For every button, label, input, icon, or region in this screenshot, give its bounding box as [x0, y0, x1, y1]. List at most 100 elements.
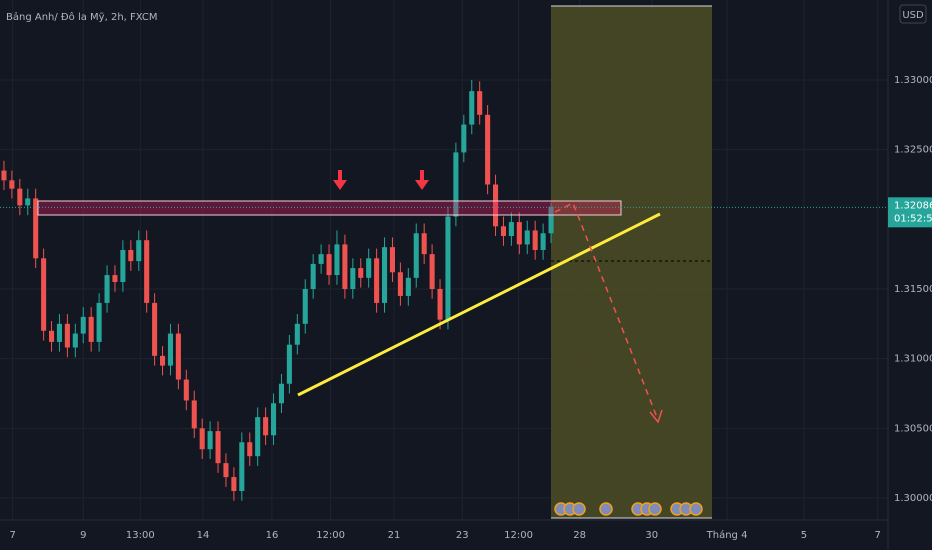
chart-title: Bảng Anh/ Đô la Mỹ, 2h, FXCM: [6, 11, 158, 23]
candle-body: [41, 258, 47, 331]
candle-body: [389, 247, 396, 273]
candle-body: [437, 288, 443, 320]
x-tick-label: 14: [197, 530, 210, 541]
candle-body: [500, 226, 507, 237]
candle-body: [477, 91, 483, 115]
y-tick-label: 1.31000: [894, 354, 932, 365]
candle-body: [215, 431, 221, 464]
event-icons: [554, 502, 703, 516]
candle-body: [120, 249, 126, 283]
x-tick-label: 9: [80, 530, 86, 541]
candle-body: [64, 323, 70, 348]
candle-body: [17, 188, 23, 206]
candle-body: [96, 302, 102, 342]
candle-body: [159, 355, 166, 366]
candle-body: [128, 249, 134, 262]
candle-body: [1, 170, 7, 181]
candle-body: [540, 233, 546, 250]
event-icon: [572, 502, 586, 516]
candle-body: [302, 288, 308, 324]
signal-arrows: [333, 170, 429, 190]
x-tick-label: 7: [9, 530, 15, 541]
x-tick-label: 30: [645, 530, 658, 541]
resistance-zone: [37, 200, 622, 216]
candle-body: [524, 230, 530, 245]
x-tick-label: 21: [388, 530, 401, 541]
candle-body: [207, 431, 213, 450]
candle-body: [278, 383, 285, 404]
arrow-tip: [415, 180, 429, 190]
x-tick-label: 23: [456, 530, 469, 541]
x-tick-label: 13:00: [126, 530, 155, 541]
candle-body: [294, 323, 300, 345]
candle-body: [112, 275, 118, 283]
candle-body: [48, 330, 55, 342]
candle-body: [88, 316, 94, 342]
candle-body: [136, 240, 142, 262]
candle-body: [326, 254, 332, 276]
arrow-shaft: [420, 170, 424, 182]
candle-body: [255, 417, 261, 457]
candle-body: [152, 302, 158, 356]
candle-body: [223, 463, 229, 478]
overlay: 1.30000 1.30500 1.31000 1.31500 1.32500 1.330…: [0, 75, 932, 541]
event-icon: [599, 502, 613, 516]
x-tick-label: 12:00: [316, 530, 345, 541]
y-tick-label: 1.31500: [894, 284, 932, 295]
candle-body: [183, 379, 189, 401]
x-tick-label: 28: [573, 530, 586, 541]
event-icon: [648, 502, 662, 516]
candle-body: [453, 152, 459, 217]
y-tick-label: 1.32500: [894, 145, 932, 156]
candle-body: [286, 344, 292, 384]
candle-body: [516, 222, 522, 245]
x-tick-label: 5: [801, 530, 807, 541]
candle-body: [239, 442, 245, 492]
x-tick-label: Tháng 4: [706, 529, 748, 541]
y-tick-label: 1.30500: [894, 423, 932, 434]
candle-body: [334, 244, 340, 276]
x-tick-label: 7: [875, 530, 881, 541]
candle-body: [469, 91, 475, 125]
candle-body: [508, 222, 514, 237]
event-icon: [689, 502, 703, 516]
candle-body: [80, 316, 86, 334]
candles: [1, 79, 554, 501]
y-tick-label: 1.33000: [894, 75, 932, 86]
candle-body: [548, 206, 554, 234]
candle-body: [413, 233, 419, 278]
countdown-label: 01:52:56: [894, 213, 932, 224]
candle-body: [144, 240, 150, 303]
candle-body: [374, 258, 380, 303]
candle-body: [350, 268, 356, 289]
candle-body: [191, 400, 197, 429]
candle-body: [405, 277, 411, 296]
x-tick-label: 16: [266, 530, 279, 541]
candle-body: [492, 184, 499, 227]
candle-body: [231, 477, 237, 492]
x-tick-label: 12:00: [504, 530, 533, 541]
candle-body: [56, 323, 63, 342]
candle-body: [33, 198, 39, 259]
candle-body: [247, 442, 253, 457]
candle-body: [167, 333, 174, 366]
candle-body: [263, 417, 269, 436]
candle-body: [429, 254, 435, 289]
arrow-head: [649, 409, 663, 424]
arrow-shaft: [338, 170, 342, 182]
trendline: [297, 212, 661, 397]
candle-body: [397, 272, 403, 296]
candle-body: [485, 114, 491, 185]
currency-label: USD: [902, 10, 924, 21]
candle-body: [199, 428, 205, 450]
candle-body: [9, 180, 15, 189]
candle-body: [310, 263, 316, 289]
candle-body: [25, 198, 31, 206]
candle-body: [175, 333, 181, 380]
candle-body: [366, 258, 372, 278]
candle-body: [532, 230, 538, 250]
last-price-box: [888, 197, 932, 228]
candle-body: [72, 333, 78, 348]
